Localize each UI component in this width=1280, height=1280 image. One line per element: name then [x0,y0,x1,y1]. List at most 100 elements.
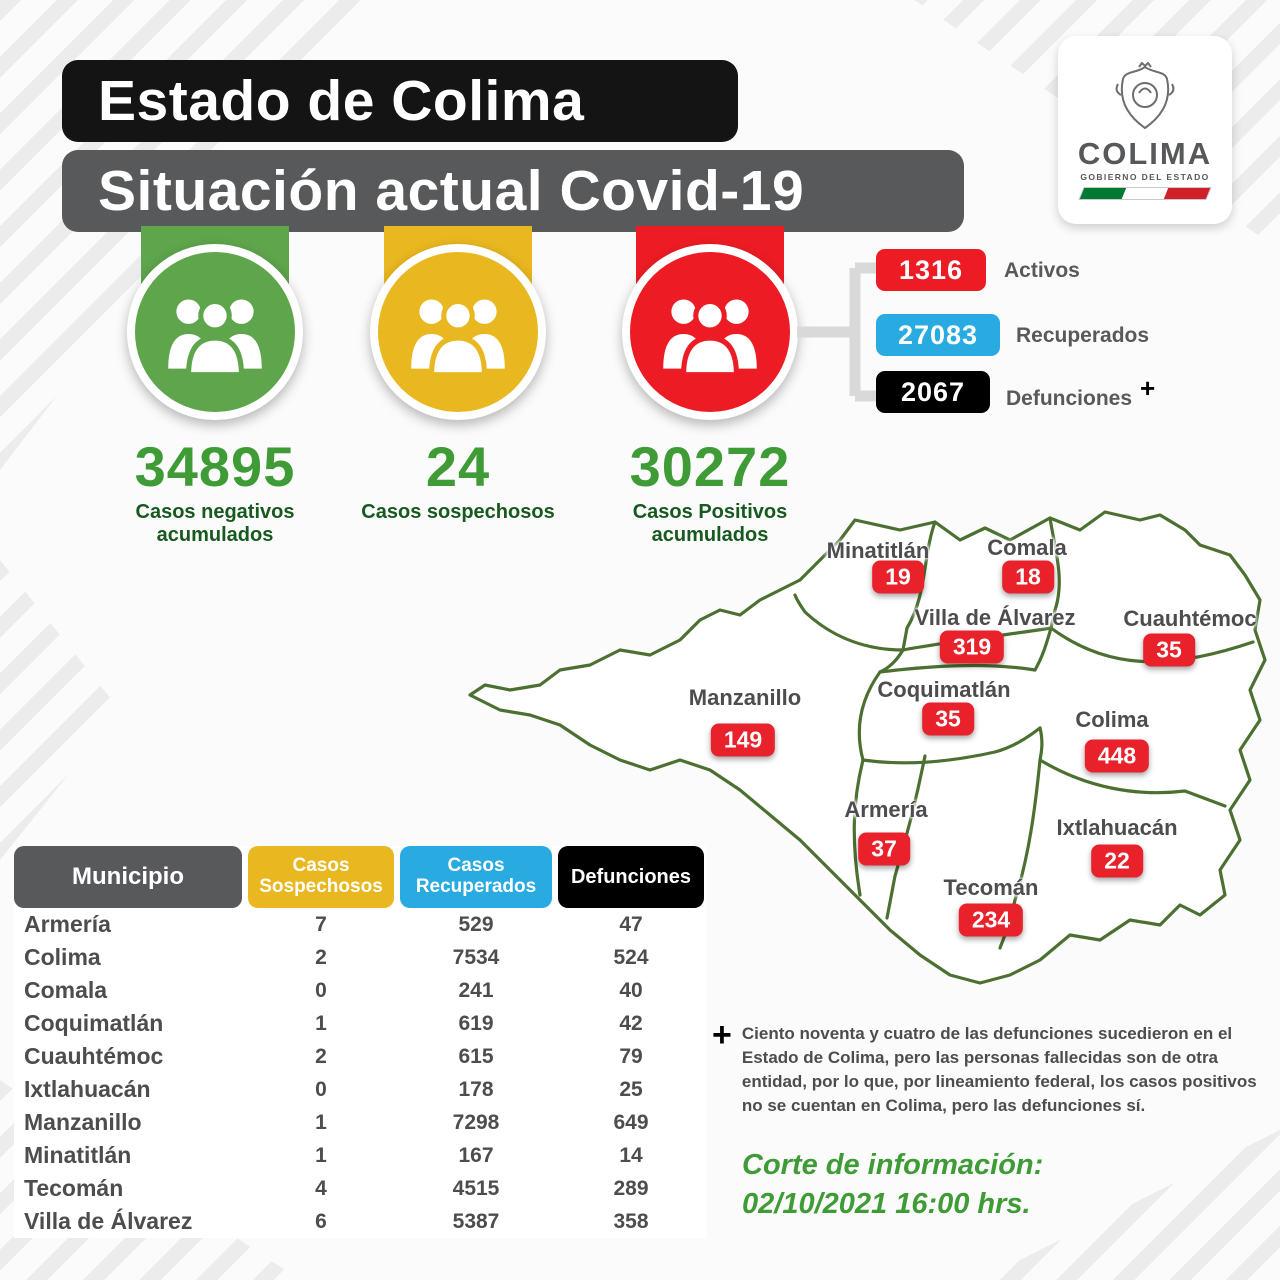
table-cell: 649 [613,1110,649,1134]
column-header-recuperados: Casos Recuperados [400,846,552,908]
stat-label-sospechosos: Casos sospechosos [361,501,555,523]
table-cell: Colima [24,944,101,970]
stat-value-positivos: 30272 [629,435,791,498]
table-cell: 529 [458,912,494,936]
table-cell: Cuauhtémoc [24,1043,164,1069]
label-recuperados: Recuperados [1016,324,1150,347]
table-cell: Minatitlán [24,1142,132,1168]
table-cell: Coquimatlán [24,1010,164,1036]
municipality-badge: 18 [1002,560,1054,594]
footnote-plus-icon: + [712,1016,732,1054]
municipality-badge: 319 [939,630,1005,664]
table-cell: 42 [619,1011,643,1035]
municipality-label: Armería [844,797,928,822]
municipality-label: Villa de Álvarez [914,605,1076,630]
table-cell: 14 [619,1143,643,1167]
municipality-badge: 234 [958,903,1024,937]
municipality-label: Minatitlán [826,538,930,563]
footnote: + Ciento noventa y cuatro de las defunci… [712,1016,1260,1119]
municipality-label: Tecomán [943,875,1039,900]
table-cell: 178 [458,1077,494,1101]
column-header-sospechosos: Casos Sospechosos [248,846,394,908]
table-cell: 289 [613,1176,649,1200]
table-cell: 0 [315,978,327,1002]
column-header-defunciones: Defunciones [558,846,704,908]
page-subtitle-text: Situación actual Covid-19 [98,159,805,223]
logo-subtitle: GOBIERNO DEL ESTADO [1080,171,1210,182]
table-cell: 1 [315,1011,327,1035]
people-icon [370,244,546,420]
municipality-label: Coquimatlán [877,677,1011,702]
table-cell: 7534 [452,945,500,969]
footnote-text: Ciento noventa y cuatro de las defuncion… [741,1024,1257,1116]
stat-card-negativos: 34895 Casos negativos acumulados [90,226,340,547]
table-cell: Ixtlahuacán [24,1076,151,1102]
municipality-badge: 35 [922,702,974,736]
municipality-badge: 35 [1143,633,1195,667]
page-title: Estado de Colima [62,60,738,142]
table-cell: 358 [613,1209,649,1233]
table-cell: 79 [619,1044,643,1068]
table-cell: 615 [458,1044,494,1068]
table-cell: 0 [315,1077,327,1101]
table-cell: 40 [619,978,643,1002]
stat-value-negativos: 34895 [134,435,296,498]
page-subtitle: Situación actual Covid-19 [62,150,964,232]
state-logo: COLIMA GOBIERNO DEL ESTADO [1058,36,1232,224]
stat-label-positivos: Casos Positivos acumulados [632,501,788,546]
badge-recuperados: 27083 [876,314,1000,356]
page-title-text: Estado de Colima [98,69,585,133]
municipality-badge: 19 [872,560,924,594]
cutoff-line2: 02/10/2021 16:00 hrs. [742,1188,1031,1221]
table-cell: 25 [619,1077,643,1101]
colima-state-map: Minatitlán 19 Comala 18 Villa de Álvarez… [455,500,1270,995]
stat-card-sospechosos: 24 Casos sospechosos [333,226,583,524]
municipality-label: Comala [987,535,1067,560]
people-icon [622,244,798,420]
stat-value-sospechosos: 24 [425,435,491,498]
cutoff-date: Corte de información: 02/10/2021 16:00 h… [742,1146,1043,1224]
logo-brand-name: COLIMA [1077,135,1213,171]
municipality-label: Manzanillo [688,685,802,710]
coat-of-arms-icon [1115,61,1175,129]
people-icon [127,244,303,420]
table-cell: 1 [315,1143,327,1167]
table-cell: 619 [458,1011,494,1035]
stripes-mid-left [0,560,120,860]
table-cell: 1 [315,1110,327,1134]
municipality-badge: 149 [710,723,776,757]
table-cell: Manzanillo [24,1109,142,1135]
municipality-badge: 37 [858,832,910,866]
municipality-label: Cuauhtémoc [1123,606,1257,631]
table-cell: Comala [24,977,108,1003]
table-cell: 167 [458,1143,494,1167]
table-cell: 7 [315,912,327,936]
badge-activos: 1316 [876,249,986,291]
municipality-label: Ixtlahuacán [1056,815,1178,840]
stat-card-positivos: 30272 Casos Positivos acumulados [585,226,835,547]
table-cell: Armería [24,911,111,937]
municipality-label: Colima [1075,707,1149,732]
table-cell: 4 [315,1176,327,1200]
column-header-municipio: Municipio [14,846,242,908]
label-activos: Activos [1004,259,1080,282]
badge-defunciones: 2067 [876,371,990,413]
cutoff-line1: Corte de información: [742,1149,1044,1181]
table-cell: 4515 [452,1176,500,1200]
municipality-badge: 22 [1091,844,1143,878]
flag-ribbon-icon [1079,187,1211,199]
table-cell: 47 [619,912,643,936]
label-defunciones: Defunciones + [1006,373,1156,410]
table-cell: 6 [315,1209,327,1233]
table-cell: 241 [458,978,494,1002]
map-outline [468,510,1267,985]
stat-label-negativos: Casos negativos acumulados [135,501,295,546]
table-cell: 7298 [452,1110,500,1134]
table-cell: Tecomán [24,1175,124,1201]
defunciones-plus-icon: + [1140,373,1156,403]
table-cell: Villa de Álvarez [24,1208,193,1234]
municipality-badge: 448 [1084,739,1150,773]
table-cell: 2 [315,945,327,969]
table-cell: 524 [613,945,649,969]
